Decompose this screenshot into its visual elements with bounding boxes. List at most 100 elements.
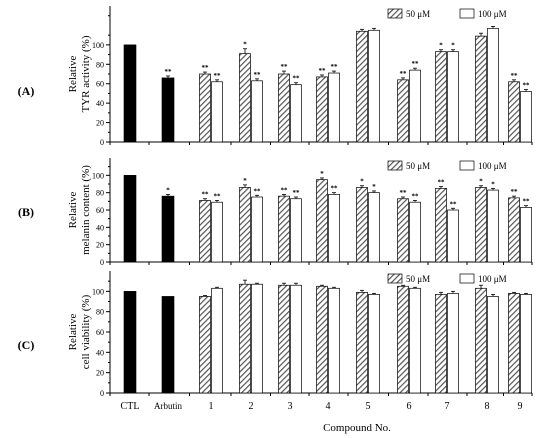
bar-arbutin — [161, 296, 175, 394]
significance-marker: ** — [202, 191, 210, 199]
significance-marker: ** — [202, 64, 210, 72]
panel-3: (C) Relativecell viability (%) 0 20 40 60 80 10… — [18, 271, 533, 412]
significance-marker: ** — [254, 187, 262, 195]
panel-label: (A) — [18, 84, 35, 98]
legend-swatch-50um — [387, 160, 403, 171]
significance-marker: ** — [281, 63, 289, 71]
y-tick-label: 0 — [100, 138, 104, 147]
y-axis-title: Relativecell viability (%) — [67, 294, 92, 369]
panel-2: (B) Relativemelanin content (%) 0 20 40 60 80 1… — [18, 158, 533, 267]
panel-1: (A) RelativeTYR activity (%) 0 20 40 60 80 100 *… — [18, 6, 533, 147]
bar-50um-compound-8 — [475, 187, 487, 263]
bar-50um-compound-1 — [199, 73, 211, 143]
bar-100um-compound-3 — [290, 284, 302, 394]
bar-50um-compound-2 — [239, 283, 251, 394]
bar-100um-compound-4 — [328, 194, 340, 263]
category-label: 9 — [518, 401, 523, 412]
bar-100um-compound-8 — [487, 189, 499, 263]
significance-marker: ** — [450, 200, 458, 208]
bar-100um-compound-5 — [368, 294, 380, 394]
bar-50um-compound-4 — [316, 179, 328, 263]
category-label: 4 — [326, 401, 331, 412]
bar-50um-compound-6 — [397, 198, 409, 263]
legend-label-100um: 100 μM — [478, 274, 507, 284]
bar-100um-compound-1 — [211, 287, 223, 394]
bar-100um-compound-5 — [368, 192, 380, 263]
legend-swatch-100um — [459, 8, 475, 19]
significance-marker: ** — [293, 189, 301, 197]
legend-label-100um: 100 μM — [478, 9, 507, 19]
bar-50um-compound-2 — [239, 53, 251, 143]
significance-marker: ** — [400, 189, 408, 197]
bar-50um-compound-9 — [508, 81, 520, 143]
significance-marker: ** — [523, 82, 531, 90]
bar-50um-compound-5 — [356, 292, 368, 394]
category-label: 1 — [209, 401, 214, 412]
bar-ctl — [123, 175, 137, 263]
bar-50um-compound-6 — [397, 285, 409, 394]
significance-marker: * — [451, 42, 455, 50]
bar-100um-compound-1 — [211, 201, 223, 263]
bar-50um-compound-7 — [435, 294, 447, 394]
legend-label-50um: 50 μM — [406, 161, 430, 171]
y-tick-label: 80 — [96, 308, 104, 317]
y-tick-label: 0 — [100, 389, 104, 398]
significance-marker: ** — [293, 75, 301, 83]
significance-marker: ** — [331, 185, 339, 193]
bar-50um-compound-4 — [316, 76, 328, 143]
panel-label: (B) — [18, 205, 34, 219]
significance-marker: ** — [214, 192, 222, 200]
bar-100um-compound-9 — [520, 91, 532, 143]
bar-100um-compound-9 — [520, 294, 532, 394]
legend-swatch-50um — [387, 273, 403, 284]
significance-marker: * — [320, 170, 324, 178]
bar-50um-compound-3 — [278, 73, 290, 143]
bar-ctl — [123, 291, 137, 394]
legend-swatch-100um — [459, 273, 475, 284]
significance-marker: ** — [281, 186, 289, 194]
legend-label-100um: 100 μM — [478, 161, 507, 171]
bar-100um-compound-9 — [520, 207, 532, 263]
y-tick-label: 100 — [92, 287, 104, 296]
category-label: 6 — [407, 401, 412, 412]
bar-arbutin — [161, 77, 175, 143]
y-tick-label: 60 — [96, 80, 104, 89]
bar-100um-compound-4 — [328, 287, 340, 394]
category-label: 8 — [485, 401, 490, 412]
bar-100um-compound-6 — [409, 201, 421, 263]
bar-ctl — [123, 44, 137, 143]
significance-marker: ** — [523, 198, 531, 206]
y-tick-label: 60 — [96, 328, 104, 337]
significance-marker: ** — [214, 72, 222, 80]
bar-50um-compound-4 — [316, 285, 328, 394]
significance-marker: * — [166, 186, 170, 194]
category-label: 3 — [288, 401, 293, 412]
bar-100um-compound-3 — [290, 84, 302, 143]
y-tick-label: 0 — [100, 258, 104, 267]
y-tick-label: 100 — [92, 171, 104, 180]
legend-swatch-50um — [387, 8, 403, 19]
y-tick-label: 60 — [96, 206, 104, 215]
x-axis-title: Compound No. — [323, 422, 391, 434]
bar-50um-compound-3 — [278, 195, 290, 263]
bar-100um-compound-8 — [487, 296, 499, 394]
bar-50um-compound-9 — [508, 293, 520, 394]
bar-100um-compound-4 — [328, 72, 340, 143]
bar-100um-compound-2 — [251, 283, 263, 394]
significance-marker: * — [243, 41, 247, 49]
significance-marker: ** — [511, 188, 519, 196]
bar-100um-compound-7 — [447, 51, 459, 143]
y-axis-title: Relativemelanin content (%) — [67, 165, 92, 255]
bar-50um-compound-8 — [475, 287, 487, 394]
significance-marker: ** — [412, 192, 420, 200]
bar-50um-compound-5 — [356, 187, 368, 263]
bar-50um-compound-2 — [239, 187, 251, 263]
bar-100um-compound-5 — [368, 29, 380, 143]
significance-marker: ** — [412, 60, 420, 68]
bar-arbutin — [161, 195, 175, 263]
category-label: 7 — [445, 401, 450, 412]
significance-marker: * — [243, 177, 247, 185]
significance-marker: ** — [400, 70, 408, 78]
significance-marker: ** — [511, 72, 519, 80]
significance-marker: ** — [319, 67, 327, 75]
